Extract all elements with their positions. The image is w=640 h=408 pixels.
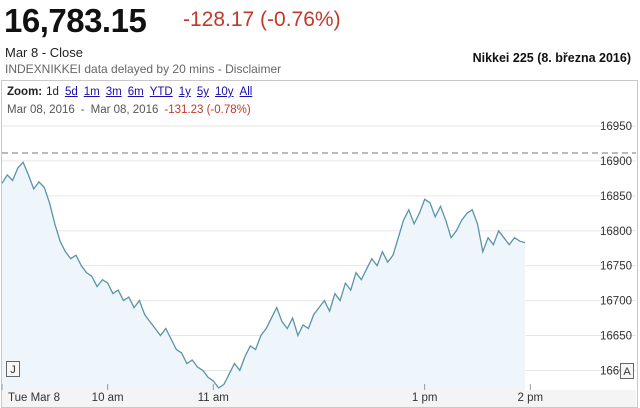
range-end[interactable]: Mar 08, 2016 [90,104,159,116]
index-change: -128.17 (-0.76%) [183,8,341,31]
zoom-options: 1d 5d 1m 3m 6m YTD 1y 5y 10y All [46,86,258,98]
y-tick-label: 16800 [600,226,632,238]
zoom-option-6m[interactable]: 6m [127,86,144,98]
x-axis-band [2,390,636,407]
y-tick-label: 16900 [600,156,632,168]
zoom-option-5y[interactable]: 5y [196,86,209,98]
data-delay-text: INDEXNIKKEI data delayed by 20 mins - [5,62,226,76]
x-axis-ticks: Tue Mar 8 10 am 11 am 1 pm 2 pm [1,384,544,404]
range-start[interactable]: Mar 08, 2016 [7,104,75,116]
zoom-bar: Zoom: 1d 5d 1m 3m 6m YTD 1y 5y 10y All [7,86,258,98]
x-tick-label: 10 am [92,392,124,404]
date-range-row: Mar 08, 2016- Mar 08, 2016 -131.23 (-0.78%… [7,104,257,116]
zoom-option-10y[interactable]: 10y [215,86,234,98]
range-handle-left[interactable]: J [6,361,20,377]
index-price: 16,783.15 [4,2,147,39]
range-separator: - [80,104,85,116]
disclaimer-link[interactable]: Disclaimer [225,62,282,76]
zoom-option-all[interactable]: All [239,86,253,98]
gridlines [2,125,636,371]
y-tick-label: 16700 [600,296,632,308]
range-handle-right[interactable]: A [620,363,634,379]
data-source-note: INDEXNIKKEI data delayed by 20 mins - Di… [5,62,281,76]
zoom-option-1d[interactable]: 1d [46,86,59,98]
y-tick-label: 16650 [600,331,632,343]
zoom-option-5d[interactable]: 5d [64,86,78,98]
zoom-option-1y[interactable]: 1y [178,86,191,98]
y-tick-label: 16850 [600,191,632,203]
zoom-label: Zoom: [7,86,43,98]
y-tick-label: 16750 [600,261,632,273]
x-tick-label: Tue Mar 8 [8,392,60,404]
zoom-option-1m[interactable]: 1m [83,86,100,98]
x-tick-label: 2 pm [518,392,544,404]
range-change: -131.23 (-0.78%) [164,104,251,116]
price-line [1,161,526,389]
y-tick-label: 16950 [600,121,632,133]
as-of-label: Mar 8 - Close [5,45,84,60]
x-tick-label: 1 pm [412,392,438,404]
zoom-option-3m[interactable]: 3m [105,86,122,98]
x-tick-label: 11 am [198,392,229,404]
zoom-option-ytd[interactable]: YTD [149,86,173,98]
price-area-fill [2,162,525,390]
chart-caption: Nikkei 225 (8. března 2016) [472,51,631,65]
